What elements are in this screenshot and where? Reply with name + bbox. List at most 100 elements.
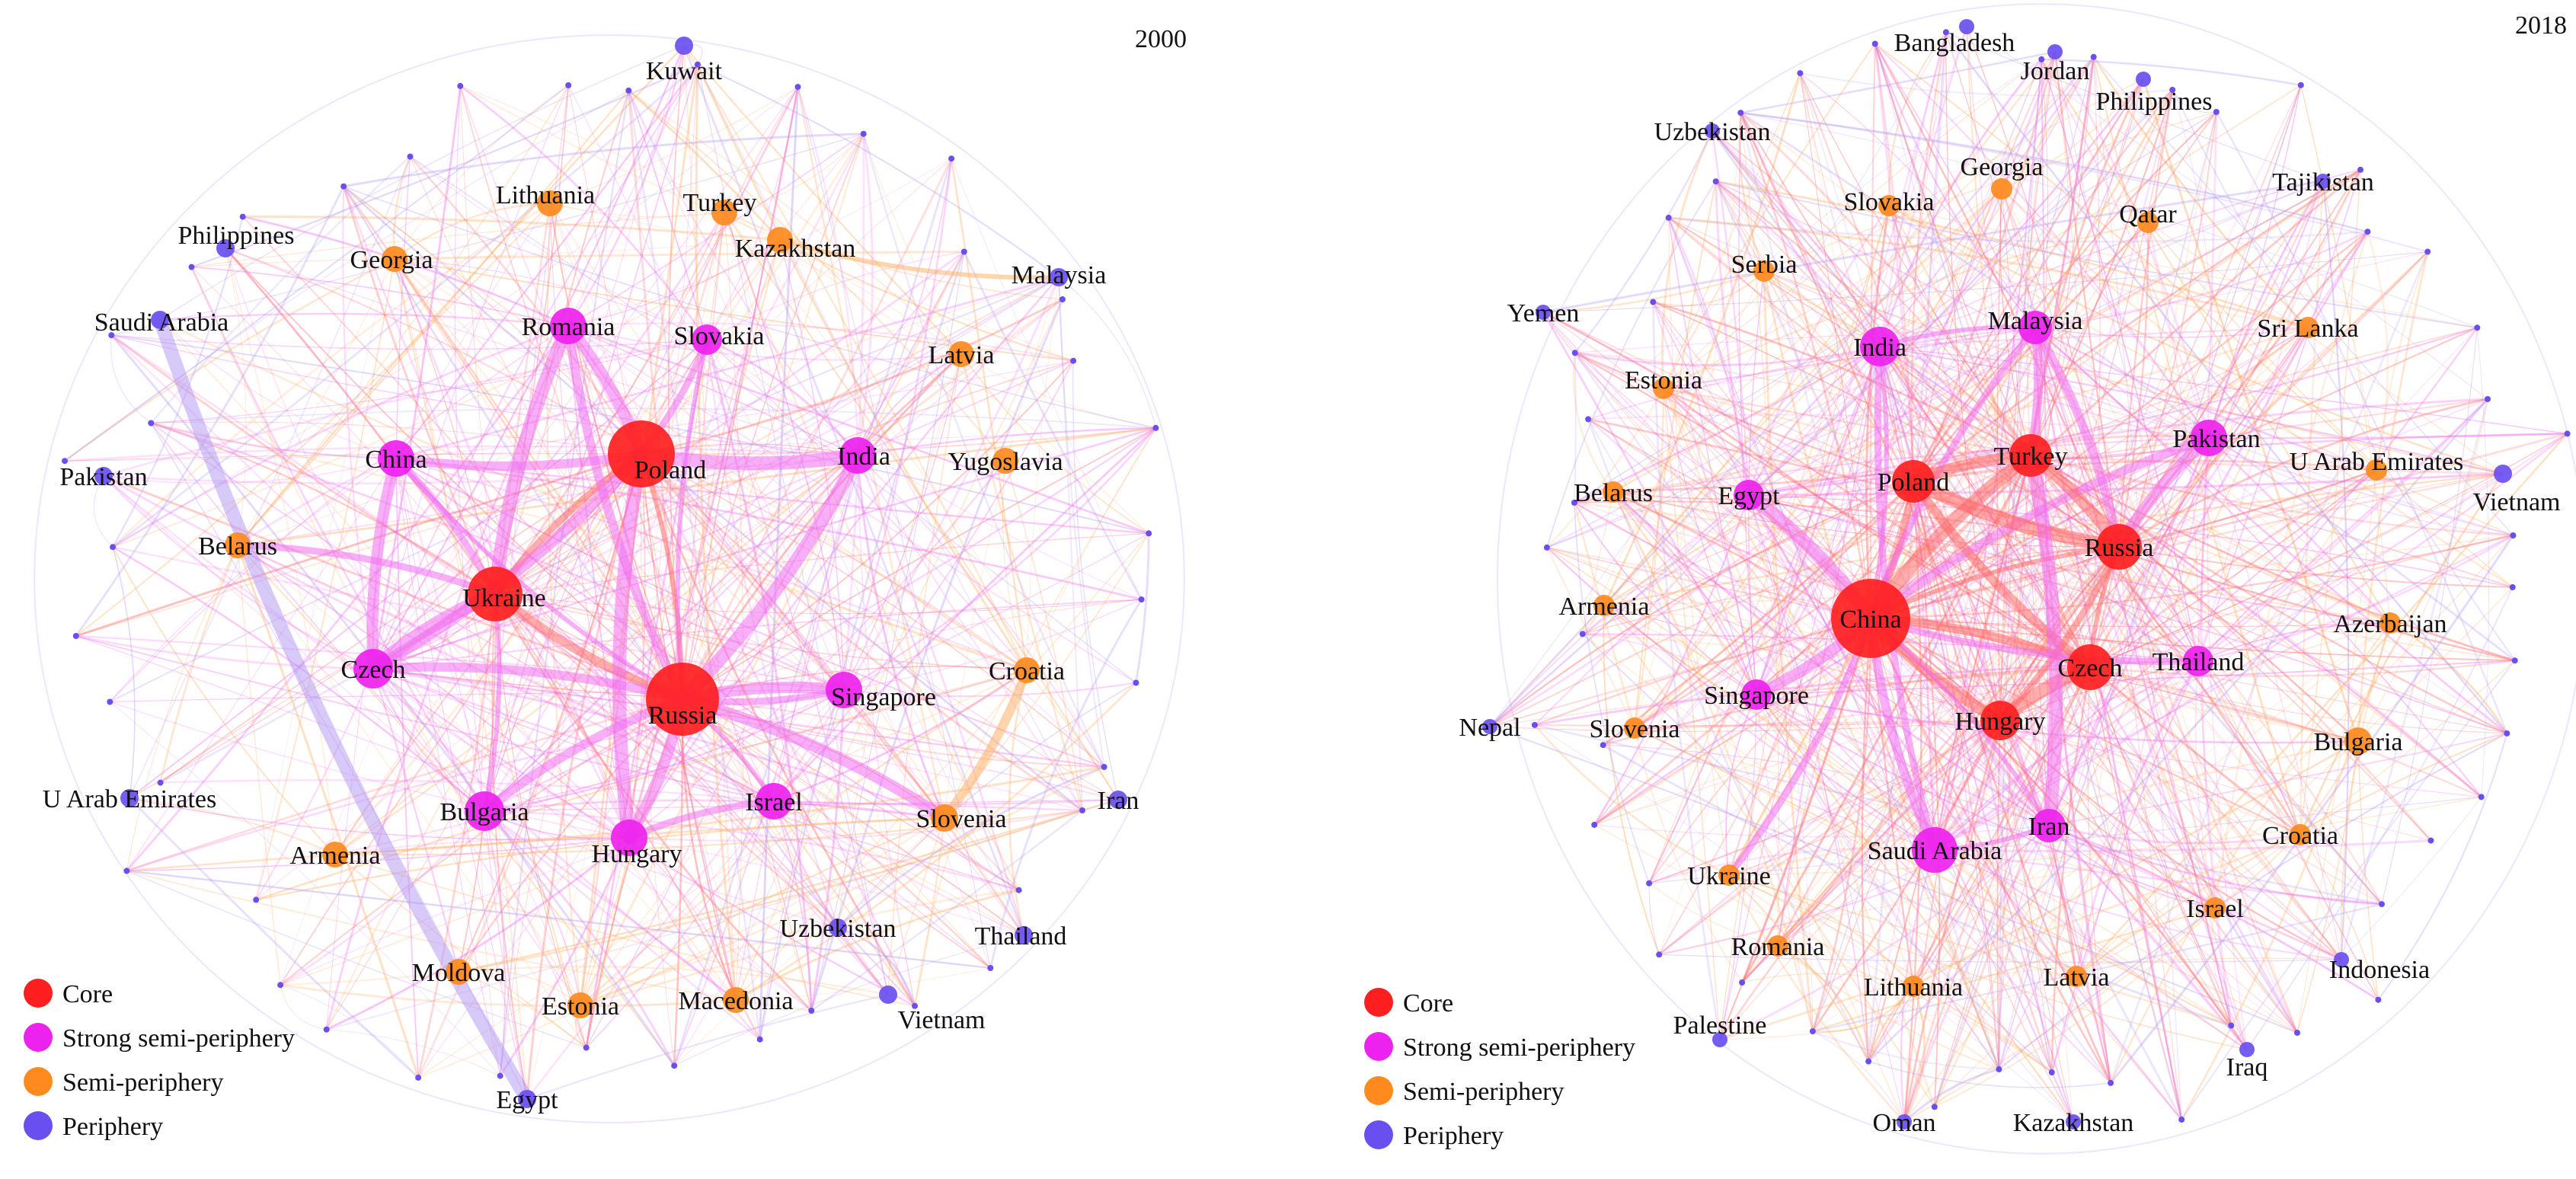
node-philippines[interactable]	[2136, 72, 2151, 87]
node-poland[interactable]	[1892, 460, 1935, 503]
edge-line	[103, 458, 397, 484]
node-lithuania[interactable]	[1903, 976, 1924, 997]
edge-line	[1612, 491, 2182, 1120]
edge-line	[1002, 460, 1028, 671]
node-estonia[interactable]	[567, 992, 593, 1018]
node-georgia[interactable]	[382, 246, 407, 272]
node-poland[interactable]	[608, 420, 675, 487]
node-saudi-arabia[interactable]	[151, 311, 169, 329]
node-russia[interactable]	[646, 663, 719, 736]
node-kazakhstan[interactable]	[767, 227, 793, 253]
node-sri-lanka[interactable]	[2297, 317, 2319, 338]
node-vietnam[interactable]	[879, 986, 897, 1004]
node-kuwait[interactable]	[675, 37, 693, 55]
node-malaysia[interactable]	[2018, 311, 2052, 344]
node-oman[interactable]	[1897, 1114, 1912, 1129]
node-thailand[interactable]	[1015, 926, 1033, 944]
node-singapore[interactable]	[826, 672, 862, 708]
node-vietnam[interactable]	[2494, 465, 2512, 483]
node-serbia[interactable]	[1753, 260, 1775, 282]
node-yemen[interactable]	[1536, 305, 1551, 320]
node-bulgaria[interactable]	[2344, 727, 2372, 755]
node-azerbaijan[interactable]	[2379, 612, 2401, 634]
edge-line	[326, 453, 642, 1030]
edge-line	[103, 475, 374, 670]
node-india[interactable]	[839, 437, 876, 474]
node-uzbekistan[interactable]	[829, 919, 847, 937]
node-lithuania[interactable]	[537, 190, 563, 216]
node-saudi-arabia[interactable]	[1912, 827, 1958, 873]
edge-line	[724, 212, 1063, 300]
node-nepal[interactable]	[1482, 719, 1497, 734]
node-georgia[interactable]	[1991, 178, 2012, 200]
edge-line	[640, 453, 916, 1007]
node-hungary[interactable]	[1980, 701, 2020, 740]
node-iraq[interactable]	[2239, 1042, 2255, 1057]
node-latvia[interactable]	[948, 341, 974, 367]
node-latvia[interactable]	[2066, 966, 2087, 987]
node-indonesia[interactable]	[2334, 952, 2349, 967]
node-croatia[interactable]	[1014, 657, 1040, 683]
node-ukraine[interactable]	[468, 567, 523, 621]
node-pakistan[interactable]	[94, 467, 113, 485]
periphery-node-dot	[1070, 357, 1077, 364]
node-moldova[interactable]	[446, 959, 471, 985]
node-thailand[interactable]	[2183, 646, 2213, 676]
node-armenia[interactable]	[322, 842, 348, 867]
node-czech[interactable]	[353, 649, 393, 689]
node-qatar[interactable]	[2137, 212, 2159, 233]
node-russia[interactable]	[2096, 524, 2142, 570]
node-china[interactable]	[1831, 579, 1910, 658]
node-egypt[interactable]	[518, 1090, 536, 1108]
node-india[interactable]	[1860, 327, 1900, 366]
node-slovenia[interactable]	[1624, 717, 1645, 739]
node-ukraine[interactable]	[1718, 864, 1740, 886]
edge-line	[484, 353, 962, 812]
node-label-jordan: Jordan	[2021, 57, 2090, 85]
node-israel[interactable]	[756, 783, 792, 820]
node-slovenia[interactable]	[931, 804, 958, 832]
node-egypt[interactable]	[1734, 480, 1764, 510]
node-belarus[interactable]	[225, 532, 251, 558]
node-croatia[interactable]	[2290, 824, 2311, 845]
node-iran[interactable]	[2032, 809, 2066, 842]
edge-line	[2300, 85, 2377, 471]
node-yugoslavia[interactable]	[992, 448, 1018, 474]
edge-line	[159, 319, 397, 459]
edge-line	[112, 202, 551, 548]
node-jordan[interactable]	[2047, 44, 2063, 59]
node-iran[interactable]	[1109, 791, 1127, 809]
edge-line	[280, 810, 486, 986]
node-israel[interactable]	[2204, 897, 2226, 919]
node-pakistan[interactable]	[2191, 420, 2227, 456]
node-bulgaria[interactable]	[465, 791, 504, 831]
node-u-arab-emirates[interactable]	[120, 789, 139, 807]
node-romania[interactable]	[550, 308, 586, 344]
node-uzbekistan[interactable]	[1705, 123, 1720, 139]
node-bangladesh[interactable]	[1959, 19, 1974, 34]
node-slovakia[interactable]	[1878, 195, 1900, 216]
node-china[interactable]	[378, 440, 414, 477]
edge-line	[2089, 468, 2377, 669]
node-czech[interactable]	[2067, 644, 2113, 690]
node-macedonia[interactable]	[723, 987, 749, 1013]
edge-line	[237, 90, 630, 546]
edge-line	[2197, 534, 2514, 663]
node-philippines[interactable]	[216, 239, 235, 257]
node-kazakhstan[interactable]	[2066, 1114, 2081, 1129]
node-turkey[interactable]	[2009, 434, 2052, 477]
node-armenia[interactable]	[1593, 595, 1615, 616]
edge-line	[1663, 387, 2091, 669]
node-romania[interactable]	[1767, 935, 1788, 957]
node-malaysia[interactable]	[1050, 268, 1068, 286]
node-u-arab-emirates[interactable]	[2366, 459, 2387, 481]
node-estonia[interactable]	[1653, 378, 1674, 399]
node-hungary[interactable]	[611, 820, 647, 856]
node-turkey[interactable]	[711, 200, 737, 225]
node-slovakia[interactable]	[692, 324, 722, 355]
periphery-node-dot	[2213, 109, 2220, 115]
node-belarus[interactable]	[1603, 481, 1624, 503]
node-tajikistan[interactable]	[2316, 174, 2331, 189]
node-singapore[interactable]	[1741, 679, 1772, 710]
node-palestine[interactable]	[1712, 1032, 1727, 1047]
